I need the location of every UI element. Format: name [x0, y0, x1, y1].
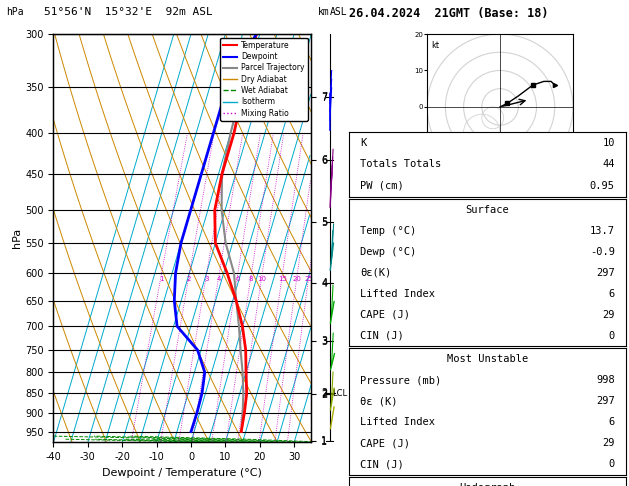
Text: 7: 7 — [321, 92, 327, 102]
Text: 4: 4 — [321, 278, 327, 288]
Text: 6: 6 — [321, 155, 327, 165]
Text: LCL: LCL — [331, 389, 347, 398]
Text: Pressure (mb): Pressure (mb) — [360, 375, 442, 385]
Text: 2: 2 — [321, 389, 327, 399]
Text: Surface: Surface — [465, 205, 509, 215]
Text: 29: 29 — [603, 310, 615, 320]
Text: 2: 2 — [187, 276, 191, 282]
Text: 6: 6 — [235, 276, 240, 282]
Text: Hodograph: Hodograph — [459, 483, 516, 486]
Legend: Temperature, Dewpoint, Parcel Trajectory, Dry Adiabat, Wet Adiabat, Isotherm, Mi: Temperature, Dewpoint, Parcel Trajectory… — [220, 38, 308, 121]
Text: 44: 44 — [603, 159, 615, 169]
Text: 10: 10 — [603, 138, 615, 148]
Text: 4: 4 — [217, 276, 221, 282]
Text: 3: 3 — [321, 336, 327, 346]
Text: km: km — [318, 7, 330, 17]
Text: -0.9: -0.9 — [590, 247, 615, 257]
Text: CIN (J): CIN (J) — [360, 330, 404, 341]
Text: 20: 20 — [292, 276, 301, 282]
Text: 26.04.2024  21GMT (Base: 18): 26.04.2024 21GMT (Base: 18) — [349, 7, 548, 20]
Text: Lifted Index: Lifted Index — [360, 289, 435, 298]
Y-axis label: hPa: hPa — [13, 228, 23, 248]
Text: hPa: hPa — [6, 7, 24, 17]
Text: ASL: ASL — [330, 7, 348, 17]
Text: 1: 1 — [321, 436, 327, 446]
Text: 998: 998 — [596, 375, 615, 385]
Text: Most Unstable: Most Unstable — [447, 354, 528, 364]
Text: 0.95: 0.95 — [590, 181, 615, 191]
Text: 0: 0 — [608, 459, 615, 469]
Text: 10: 10 — [257, 276, 266, 282]
Text: θε(K): θε(K) — [360, 268, 391, 278]
Text: CAPE (J): CAPE (J) — [360, 310, 410, 320]
Text: kt: kt — [431, 41, 439, 51]
Text: 297: 297 — [596, 396, 615, 406]
Text: Lifted Index: Lifted Index — [360, 417, 435, 427]
Text: 25: 25 — [304, 276, 313, 282]
Text: Temp (°C): Temp (°C) — [360, 226, 416, 236]
Text: 29: 29 — [603, 438, 615, 448]
Text: 5: 5 — [321, 217, 327, 227]
Text: K: K — [360, 138, 367, 148]
Text: 1: 1 — [159, 276, 164, 282]
Text: CAPE (J): CAPE (J) — [360, 438, 410, 448]
Text: CIN (J): CIN (J) — [360, 459, 404, 469]
Text: Dewp (°C): Dewp (°C) — [360, 247, 416, 257]
Text: 13.7: 13.7 — [590, 226, 615, 236]
Text: PW (cm): PW (cm) — [360, 181, 404, 191]
Text: 8: 8 — [249, 276, 253, 282]
Text: Totals Totals: Totals Totals — [360, 159, 442, 169]
Text: 2: 2 — [321, 388, 327, 398]
Text: 3: 3 — [204, 276, 208, 282]
Text: θε (K): θε (K) — [360, 396, 398, 406]
Text: 15: 15 — [278, 276, 287, 282]
Text: 0: 0 — [608, 330, 615, 341]
Text: 6: 6 — [608, 417, 615, 427]
Text: 297: 297 — [596, 268, 615, 278]
Text: 51°56'N  15°32'E  92m ASL: 51°56'N 15°32'E 92m ASL — [44, 7, 213, 17]
X-axis label: Dewpoint / Temperature (°C): Dewpoint / Temperature (°C) — [103, 468, 262, 478]
Text: 6: 6 — [608, 289, 615, 298]
